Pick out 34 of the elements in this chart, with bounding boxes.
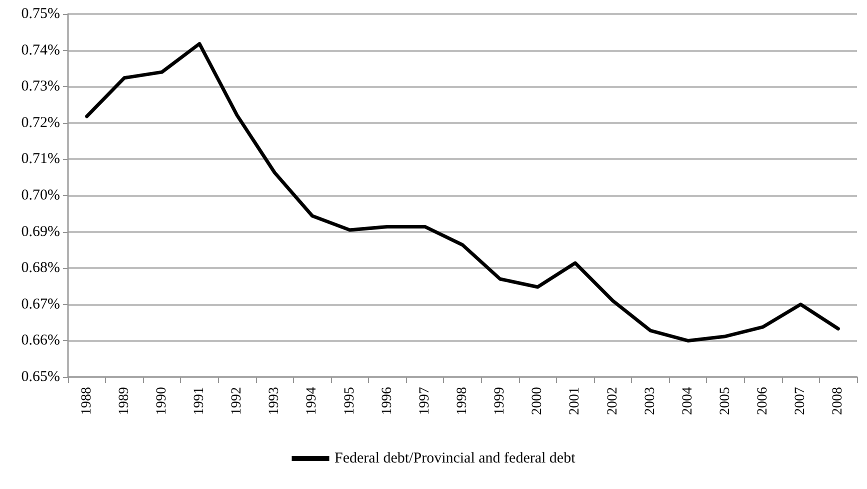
legend-label: Federal debt/Provincial and federal debt (334, 450, 576, 466)
line-series (85, 42, 840, 342)
x-tick-label: 1996 (380, 387, 395, 415)
x-tick-label: 2008 (830, 387, 846, 415)
y-tick-label: 0.73% (21, 78, 60, 95)
x-tick-label: 2003 (642, 387, 658, 415)
x-tick-label: 1994 (304, 387, 320, 415)
x-tick-label: 1999 (492, 387, 508, 415)
x-tick-label: 2000 (530, 387, 546, 415)
y-tick-label: 0.74% (21, 42, 60, 58)
x-tick-label: 2006 (756, 387, 771, 415)
x-tick-label: 2004 (680, 387, 696, 415)
x-tick-label: 1992 (230, 387, 245, 415)
x-tick-label: 1998 (455, 387, 470, 415)
x-tick-label: 2002 (605, 387, 620, 415)
x-tick-label: 1989 (116, 387, 132, 415)
y-tick-label: 0.65% (21, 369, 60, 385)
y-tick-label: 0.75% (21, 6, 60, 22)
y-tick-label: 0.70% (21, 188, 60, 204)
x-tick-label: 1988 (79, 387, 94, 415)
y-tick-label: 0.72% (21, 114, 60, 131)
x-tick-label: 2007 (793, 387, 808, 415)
x-tick-label: 1993 (267, 387, 282, 415)
y-tick-label: 0.68% (21, 260, 60, 276)
x-tick-label: 2001 (568, 387, 583, 415)
x-tick-label: 1991 (192, 387, 207, 415)
y-tick-label: 0.69% (21, 224, 60, 240)
x-tick-label: 1990 (154, 387, 170, 415)
x-tick-label: 2005 (718, 387, 733, 415)
y-tick-label: 0.71% (21, 151, 60, 168)
y-tick-label: 0.67% (21, 296, 60, 312)
x-tick-label: 1997 (417, 387, 432, 415)
x-tick-label: 1995 (342, 387, 358, 415)
y-tick-label: 0.66% (21, 332, 60, 349)
